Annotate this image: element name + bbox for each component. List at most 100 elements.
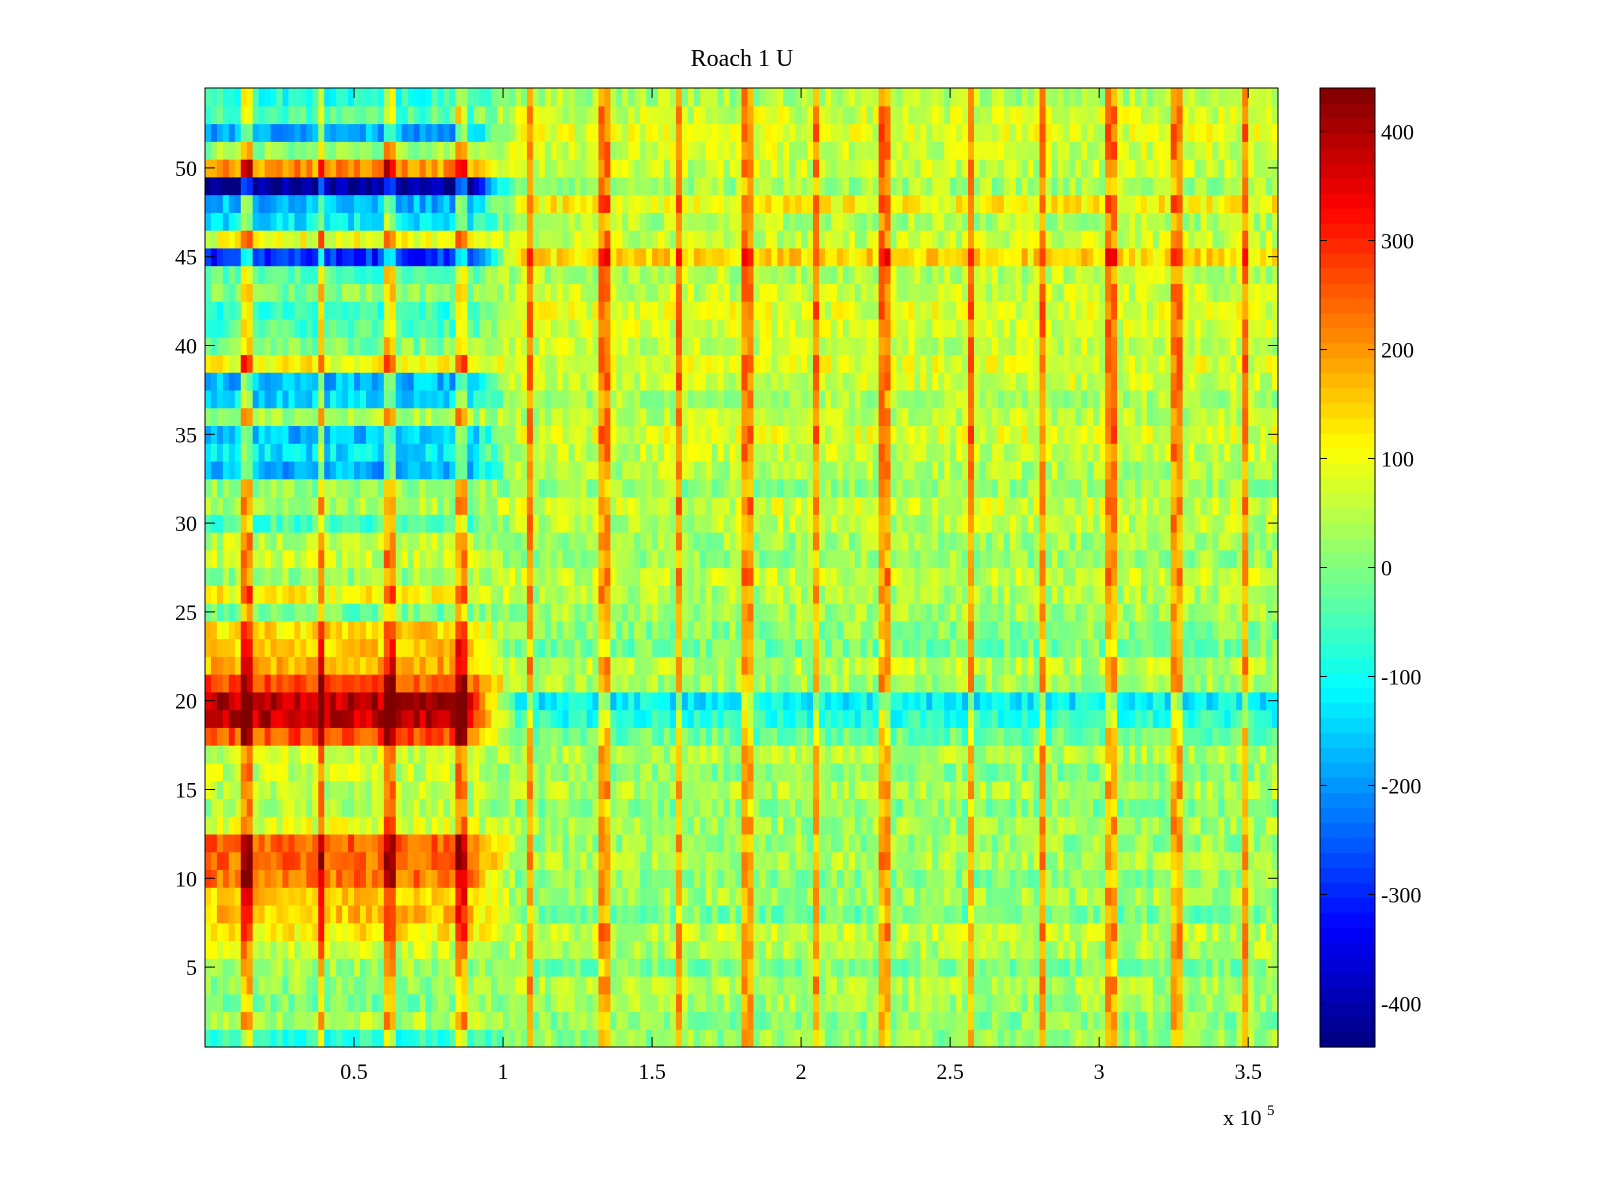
heatmap-cell	[997, 851, 1005, 871]
heatmap-cell	[1117, 727, 1124, 746]
heatmap-cell	[389, 1011, 397, 1030]
heatmap-cell	[336, 709, 343, 728]
heatmap-cell	[324, 780, 331, 799]
heatmap-cell	[312, 993, 319, 1013]
heatmap-cell	[729, 656, 737, 675]
heatmap-cell	[616, 745, 623, 764]
heatmap-cell	[681, 904, 689, 924]
heatmap-cell	[246, 798, 254, 817]
heatmap-cell	[759, 620, 766, 640]
heatmap-cell	[234, 1011, 242, 1030]
heatmap-cell	[908, 638, 915, 657]
heatmap-cell	[783, 887, 790, 906]
heatmap-cell	[842, 869, 850, 888]
heatmap-cell	[371, 709, 379, 728]
heatmap-cell	[1176, 993, 1184, 1013]
heatmap-cell	[258, 904, 266, 924]
heatmap-cell	[938, 904, 945, 924]
heatmap-cell	[580, 549, 588, 569]
heatmap-cell	[1063, 975, 1070, 995]
heatmap-cell	[216, 620, 224, 640]
heatmap-cell	[664, 816, 671, 835]
heatmap-cell	[228, 993, 236, 1013]
heatmap-cell	[580, 638, 588, 657]
heatmap-cell	[956, 940, 963, 959]
heatmap-cell	[628, 549, 635, 569]
heatmap-cell	[473, 993, 480, 1013]
heatmap-cell	[419, 958, 427, 977]
heatmap-cell	[252, 958, 260, 977]
heatmap-cell	[526, 762, 534, 782]
heatmap-cell	[282, 940, 290, 959]
heatmap-cell	[813, 904, 820, 924]
heatmap-cell	[1128, 780, 1136, 799]
heatmap-cell	[1105, 691, 1112, 711]
heatmap-cell	[1134, 656, 1142, 675]
heatmap-cell	[324, 798, 331, 817]
heatmap-cell	[562, 975, 570, 995]
heatmap-cell	[1111, 904, 1118, 924]
heatmap-cell	[205, 762, 212, 782]
heatmap-cell	[276, 1029, 284, 1048]
heatmap-cell	[1242, 656, 1249, 675]
heatmap-cell	[1224, 922, 1231, 942]
heatmap-cell	[359, 762, 367, 782]
heatmap-cell	[771, 567, 778, 586]
heatmap-cell	[514, 656, 522, 675]
heatmap-cell	[717, 993, 725, 1013]
heatmap-cell	[985, 656, 993, 675]
heatmap-cell	[1146, 993, 1154, 1013]
heatmap-cell	[556, 833, 564, 853]
heatmap-cell	[968, 567, 975, 586]
heatmap-cell	[389, 727, 397, 746]
heatmap-cell	[222, 780, 230, 799]
heatmap-cell	[1230, 691, 1237, 711]
heatmap-cell	[747, 549, 755, 569]
heatmap-cell	[646, 603, 653, 622]
heatmap-cell	[1015, 585, 1023, 604]
heatmap-cell	[318, 674, 325, 693]
heatmap-cell	[872, 922, 880, 942]
heatmap-cell	[1039, 975, 1047, 995]
heatmap-cell	[1182, 638, 1190, 657]
heatmap-cell	[729, 585, 737, 604]
heatmap-cell	[1218, 691, 1225, 711]
heatmap-cell	[628, 958, 635, 977]
heatmap-cell	[348, 745, 355, 764]
heatmap-cell	[675, 958, 683, 977]
heatmap-cell	[783, 798, 790, 817]
heatmap-cell	[491, 549, 498, 569]
heatmap-cell	[914, 674, 921, 693]
heatmap-cell	[586, 567, 594, 586]
heatmap-cell	[1105, 620, 1112, 640]
heatmap-cell	[1128, 674, 1136, 693]
heatmap-cell	[813, 567, 820, 586]
heatmap-cell	[842, 1011, 850, 1030]
heatmap-cell	[1254, 638, 1261, 657]
heatmap-cell	[216, 904, 224, 924]
heatmap-cell	[1194, 833, 1202, 853]
heatmap-cell	[503, 656, 510, 675]
heatmap-cell	[610, 603, 617, 622]
heatmap-cell	[395, 1029, 403, 1048]
heatmap-cell	[216, 603, 224, 622]
heatmap-cell	[431, 691, 439, 711]
heatmap-cell	[711, 940, 719, 959]
heatmap-cell	[646, 1011, 653, 1030]
heatmap-cell	[1248, 833, 1255, 853]
heatmap-cell	[699, 780, 707, 799]
heatmap-cell	[431, 709, 439, 728]
heatmap-cell	[675, 691, 683, 711]
heatmap-cell	[455, 727, 462, 746]
heatmap-cell	[1158, 656, 1166, 675]
heatmap-cell	[818, 922, 826, 942]
heatmap-cell	[723, 940, 731, 959]
heatmap-cell	[544, 833, 552, 853]
heatmap-cell	[246, 620, 254, 640]
heatmap-cell	[604, 993, 611, 1013]
heatmap-cell	[437, 798, 445, 817]
heatmap-cell	[979, 798, 987, 817]
heatmap-cell	[1081, 887, 1088, 906]
heatmap-cell	[1105, 922, 1112, 942]
heatmap-cell	[264, 585, 272, 604]
